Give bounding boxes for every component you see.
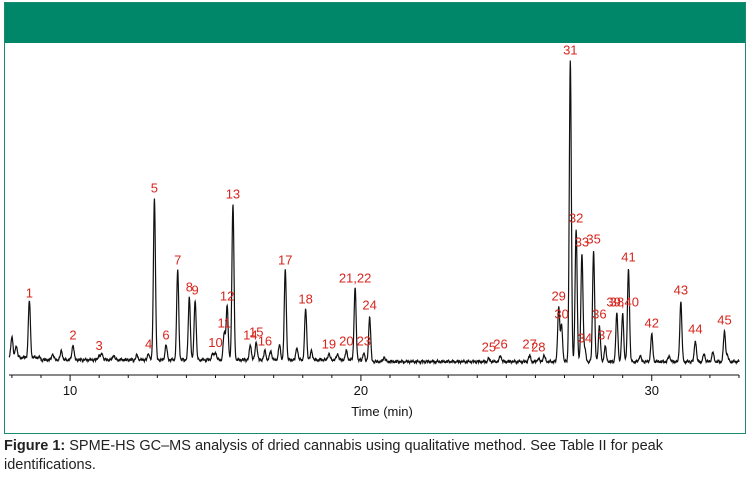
x-axis-title: Time (min) [351,404,413,419]
peak-label-27: 27 [522,337,536,352]
peak-label-34: 34 [578,331,592,346]
peak-label-29: 29 [551,289,565,304]
header-band [5,3,745,43]
peak-label-20: 20 [339,334,353,349]
peak-label-13: 13 [226,187,240,202]
peak-label-36: 36 [592,307,606,322]
x-axis: 10 20 30 [9,374,740,398]
peak-label-1: 1 [26,286,33,301]
peak-label-4: 4 [145,337,152,352]
figure-caption: Figure 1: SPME-HS GC–MS analysis of drie… [4,437,744,475]
peak-label-44: 44 [688,322,702,337]
peak-label-14: 14 [243,328,257,343]
peak-label-26: 26 [493,337,507,352]
peak-label-35: 35 [586,232,600,247]
chromatogram-trace [8,60,740,366]
peak-label-17: 17 [278,253,292,268]
peak-label-11: 11 [217,316,231,331]
caption-prefix: Figure 1: [4,438,66,454]
peak-label-23: 23 [357,334,371,349]
peak-label-16: 16 [258,334,272,349]
peak-label-32: 32 [569,211,583,226]
peak-label-28: 28 [531,340,545,355]
peak-label-6: 6 [162,328,169,343]
peak-label-10: 10 [208,335,222,350]
figure-frame: 10 20 30 1 2 3 4 5 6 7 8 9 10 11 12 13 14 15 16 17 18 19 20 21… [4,2,746,434]
peak-label-24: 24 [362,298,376,313]
peak-label-9: 9 [192,283,199,298]
peak-label-21-22: 21,22 [339,271,372,286]
peak-label-42: 42 [645,316,659,331]
peak-label-2: 2 [69,328,76,343]
peak-label-33: 33 [575,235,589,250]
peak-label-41: 41 [621,250,635,265]
peak-label-3: 3 [96,338,103,353]
x-tick-label: 30 [645,383,659,398]
peak-label-7: 7 [174,253,181,268]
peak-label-25: 25 [482,340,496,355]
peak-label-19: 19 [322,337,336,352]
peak-label-18: 18 [298,292,312,307]
x-tick-label: 10 [63,383,77,398]
peak-label-31: 31 [563,43,577,58]
caption-text: SPME-HS GC–MS analysis of dried cannabis… [4,438,663,473]
peak-label-39-40: 39,40 [606,295,639,310]
peak-label-30: 30 [554,307,568,322]
peak-label-8: 8 [186,280,193,295]
x-tick-label: 20 [354,383,368,398]
peak-label-38: 38 [610,295,624,310]
peak-label-37: 37 [598,328,612,343]
peak-label-12: 12 [220,289,234,304]
peak-label-45: 45 [717,313,731,328]
peak-label-5: 5 [151,181,158,196]
peak-label-43: 43 [674,283,688,298]
trace-layer [8,60,740,366]
peak-label-15: 15 [249,325,263,340]
